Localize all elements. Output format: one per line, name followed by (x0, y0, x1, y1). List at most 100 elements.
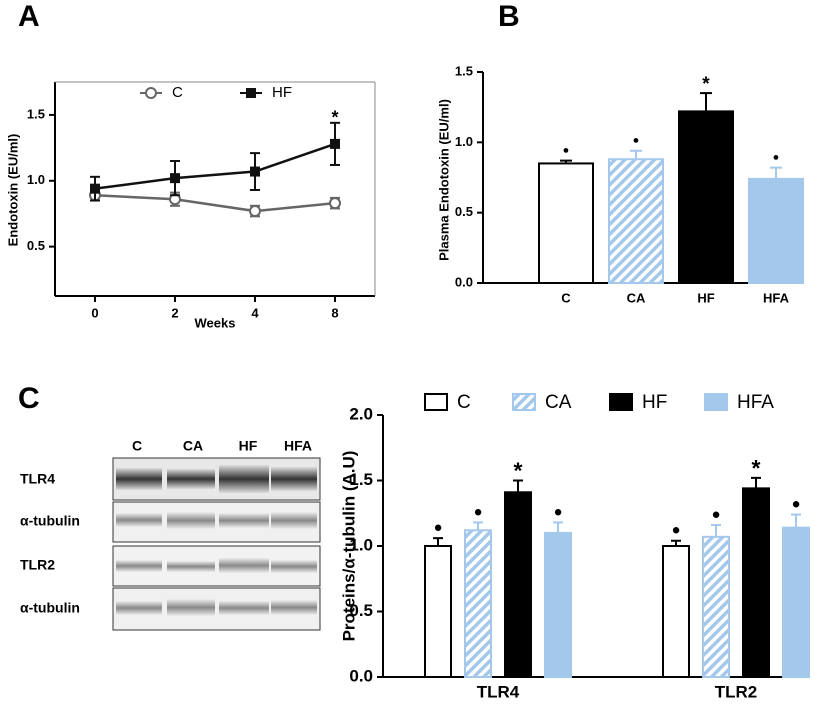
legend-label: HFA (737, 392, 774, 413)
legend-label: HF (642, 392, 667, 413)
band (219, 513, 269, 528)
y-axis-label: Plasma Endotoxin (EU/ml) (436, 99, 451, 261)
significance-label: ● (563, 145, 570, 157)
panel-label: A (18, 0, 40, 33)
legend-swatch (512, 393, 536, 411)
legend-swatch (609, 393, 633, 411)
row-label: TLR2 (20, 557, 55, 573)
band (219, 558, 269, 573)
legend-swatch (424, 393, 448, 411)
band (271, 512, 317, 529)
band (219, 601, 269, 615)
band (219, 465, 269, 493)
bar (748, 177, 804, 284)
significance-label: * (331, 108, 338, 128)
y-tick-label: 1.0 (349, 535, 373, 554)
panel-label: C (18, 382, 40, 415)
x-tick-label: 0 (91, 305, 98, 320)
lane-label: C (132, 438, 142, 454)
y-tick-label: 0.5 (27, 238, 45, 253)
y-tick-label: 1.0 (27, 172, 45, 187)
bar (424, 545, 452, 678)
x-tick-label: CA (627, 290, 646, 305)
x-tick-label: C (561, 290, 571, 305)
data-line (94, 194, 336, 213)
band (167, 599, 215, 616)
x-tick-label: HFA (763, 290, 790, 305)
significance-label: ● (473, 503, 482, 520)
data-point (170, 173, 180, 184)
y-tick-label: 1.5 (455, 63, 473, 78)
significance-label: ● (671, 522, 680, 539)
band (116, 560, 162, 572)
bar (702, 535, 730, 679)
row-label: TLR4 (20, 471, 55, 487)
y-tick-label: 0.0 (349, 666, 373, 685)
band (271, 600, 317, 615)
western-blot: C CA HF HFA TLR4 α-tubulin TLR2 α-tubuli… (20, 438, 321, 631)
y-tick-label: 2.0 (349, 404, 373, 423)
x-tick-label: TLR2 (715, 682, 758, 701)
significance-label: ● (791, 496, 800, 513)
bar (742, 487, 770, 678)
lane-label: HFA (284, 438, 312, 454)
bar (504, 491, 532, 679)
band (271, 560, 317, 573)
band (167, 469, 215, 489)
x-tick-label: TLR4 (477, 682, 520, 701)
band (271, 467, 317, 491)
band (116, 601, 162, 615)
y-tick-label: 0.0 (455, 274, 473, 289)
x-axis-label: Weeks (195, 315, 236, 330)
x-tick-label: HF (697, 290, 714, 305)
y-axis-label: Proteins/α-tubulin (A.U) (339, 451, 358, 642)
panel-label: B (498, 0, 520, 33)
data-point (90, 183, 100, 194)
row-label: α-tubulin (20, 513, 80, 529)
bar (608, 158, 664, 284)
bar (678, 110, 734, 284)
bar (538, 162, 594, 284)
x-tick-label: 8 (331, 305, 338, 320)
legend-swatch (704, 393, 728, 411)
y-tick-label: 1.5 (27, 106, 45, 121)
significance-label: * (514, 458, 523, 484)
bar (662, 545, 690, 678)
bar (464, 529, 492, 679)
significance-label: ● (433, 519, 442, 536)
lane-label: CA (183, 438, 203, 454)
significance-label: ● (553, 503, 562, 520)
significance-label: ● (711, 506, 720, 523)
data-point (250, 166, 260, 177)
legend-label: C (172, 84, 183, 101)
legend-marker (145, 87, 157, 99)
legend-label: C (457, 392, 471, 413)
x-tick-label: 4 (251, 305, 259, 320)
lane-label: HF (239, 438, 258, 454)
bar (544, 531, 572, 679)
band (116, 513, 162, 527)
legend-label: HF (272, 84, 292, 101)
x-tick-label: 2 (171, 305, 178, 320)
y-tick-label: 1.5 (349, 470, 373, 489)
significance-label: * (702, 74, 710, 95)
band (167, 512, 215, 529)
y-tick-label: 0.5 (455, 204, 473, 219)
data-point (249, 205, 261, 218)
legend-marker (246, 88, 256, 98)
significance-label: ● (773, 152, 780, 164)
data-point (329, 197, 341, 210)
bar (782, 526, 810, 678)
y-tick-label: 0.5 (349, 601, 373, 620)
y-axis-label: Endotoxin (EU/ml) (5, 134, 20, 247)
y-tick-label: 1.0 (455, 134, 473, 149)
significance-label: * (752, 455, 761, 481)
row-label: α-tubulin (20, 600, 80, 616)
band (167, 561, 215, 572)
data-point (330, 138, 340, 149)
band (116, 468, 162, 490)
data-line (94, 142, 336, 190)
legend-label: CA (545, 392, 572, 413)
significance-label: ● (633, 135, 640, 147)
